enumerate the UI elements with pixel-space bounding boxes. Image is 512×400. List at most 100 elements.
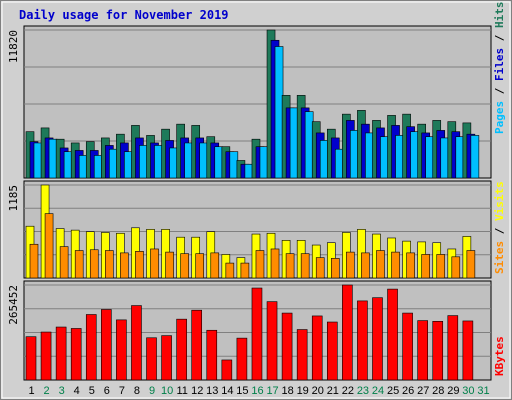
bar-sites-day-16 <box>255 250 265 279</box>
bar-sites-day-24 <box>376 250 385 279</box>
x-tick-label-16: 16 <box>251 385 263 397</box>
x-tick-label-18: 18 <box>282 385 294 397</box>
x-axis: 1 2 3 4 5 6 7 8 9 10 11 12 13 14 15 16 17 18 19 20 21 22 23 24 2… <box>28 385 489 397</box>
x-tick-label-9: 9 <box>149 385 155 397</box>
panel-2: 1185 Sites / Visits <box>7 180 506 279</box>
x-tick-label-7: 7 <box>119 385 125 397</box>
bar-sites-day-9 <box>150 248 159 279</box>
bar-kbytes-day-12 <box>191 309 203 381</box>
legend-part: Sites <box>493 241 506 274</box>
x-tick-label-10: 10 <box>161 385 173 397</box>
x-tick-label-19: 19 <box>297 385 309 397</box>
bar-sites-day-26 <box>406 252 415 279</box>
bar-sites-day-15 <box>240 262 250 279</box>
x-tick-label-28: 28 <box>432 385 444 397</box>
bar-sites-day-12 <box>195 253 205 279</box>
legend-part: Visits <box>493 181 506 221</box>
x-tick-label-22: 22 <box>342 385 354 397</box>
bar-sites-day-4 <box>74 250 84 279</box>
x-tick-label-24: 24 <box>372 385 384 397</box>
x-tick-label-1: 1 <box>28 385 34 397</box>
panel-3: 265452 KBytes <box>7 280 506 381</box>
bar-sites-day-20 <box>315 257 325 279</box>
bar-sites-day-23 <box>361 252 370 279</box>
x-tick-label-26: 26 <box>402 385 414 397</box>
legend-label: KBytes <box>493 336 506 376</box>
legend-part: Pages <box>493 101 506 134</box>
bar-sites-day-17 <box>270 248 280 279</box>
bar-kbytes-day-14 <box>221 359 233 381</box>
bar-sites-day-14 <box>225 262 235 279</box>
y-tick-label: 265452 <box>7 285 20 325</box>
bar-kbytes-day-13 <box>206 329 218 381</box>
bar-kbytes-day-25 <box>387 288 398 381</box>
bar-kbytes-day-30 <box>462 320 474 381</box>
x-tick-label-12: 12 <box>191 385 203 397</box>
legend-part: / <box>493 81 506 101</box>
bar-sites-day-21 <box>330 258 340 279</box>
legend-part: / <box>493 28 506 48</box>
bar-sites-day-11 <box>180 253 189 279</box>
x-tick-label-3: 3 <box>59 385 65 397</box>
bar-sites-day-18 <box>285 253 295 279</box>
bar-sites-day-5 <box>89 249 99 279</box>
legend-label: Sites / Visits <box>493 181 506 274</box>
bar-sites-day-28 <box>436 254 446 279</box>
legend-part: Files <box>493 48 506 81</box>
bar-kbytes-day-10 <box>161 335 172 381</box>
x-tick-label-27: 27 <box>417 385 429 397</box>
bar-kbytes-day-16 <box>251 287 263 381</box>
x-tick-label-29: 29 <box>447 385 459 397</box>
bar-sites-day-29 <box>451 256 461 279</box>
bar-kbytes-day-28 <box>432 321 444 381</box>
x-tick-label-6: 6 <box>104 385 110 397</box>
bar-kbytes-day-27 <box>417 320 428 381</box>
bar-sites-day-3 <box>59 246 69 279</box>
y-tick-label: 11820 <box>7 30 20 63</box>
bar-sites-day-6 <box>105 250 114 279</box>
bar-kbytes-day-9 <box>146 337 157 381</box>
bar-kbytes-day-19 <box>296 329 308 381</box>
bar-kbytes-day-29 <box>447 315 459 381</box>
bar-sites-day-27 <box>421 254 430 279</box>
chart-panels: 11820 Pages / Files / Hits 1185 Sites / Vis… <box>7 2 506 381</box>
x-tick-label-14: 14 <box>221 385 233 397</box>
bar-sites-day-13 <box>210 252 220 279</box>
bar-kbytes-day-1 <box>25 336 37 381</box>
bar-kbytes-day-22 <box>342 284 353 381</box>
bar-kbytes-day-11 <box>176 318 187 381</box>
legend-part: Hits <box>493 2 506 29</box>
bar-sites-day-7 <box>120 252 129 279</box>
y-tick-label: 1185 <box>7 185 20 212</box>
legend-part: KBytes <box>493 336 506 376</box>
bar-kbytes-day-6 <box>101 309 112 381</box>
bar-kbytes-day-21 <box>326 321 338 381</box>
bar-kbytes-day-5 <box>85 314 97 381</box>
chart-title: Daily usage for November 2019 <box>19 8 229 22</box>
x-tick-label-15: 15 <box>236 385 248 397</box>
bar-sites-day-1 <box>29 243 39 279</box>
legend-part: / <box>493 221 506 241</box>
bar-kbytes-day-20 <box>311 315 323 381</box>
bar-kbytes-day-26 <box>402 312 413 381</box>
panel-1: 11820 Pages / Files / Hits <box>7 2 506 179</box>
bar-sites-day-19 <box>300 253 310 279</box>
x-tick-label-4: 4 <box>74 385 80 397</box>
bar-kbytes-day-2 <box>40 331 52 381</box>
x-tick-label-30: 30 <box>462 385 474 397</box>
bar-kbytes-day-24 <box>372 297 383 381</box>
bar-kbytes-day-3 <box>55 326 67 381</box>
bar-kbytes-day-4 <box>70 328 82 381</box>
bar-kbytes-day-7 <box>116 319 127 381</box>
x-tick-label-5: 5 <box>89 385 95 397</box>
bar-kbytes-day-17 <box>266 301 278 381</box>
x-tick-label-11: 11 <box>176 385 187 397</box>
x-tick-label-23: 23 <box>357 385 369 397</box>
bar-sites-day-22 <box>346 251 355 279</box>
bar-pages-day-30 <box>470 135 480 179</box>
x-tick-label-2: 2 <box>44 385 50 397</box>
bar-sites-day-10 <box>165 251 174 279</box>
legend-label: Pages / Files / Hits <box>493 2 506 135</box>
bar-sites-day-30 <box>466 250 476 279</box>
